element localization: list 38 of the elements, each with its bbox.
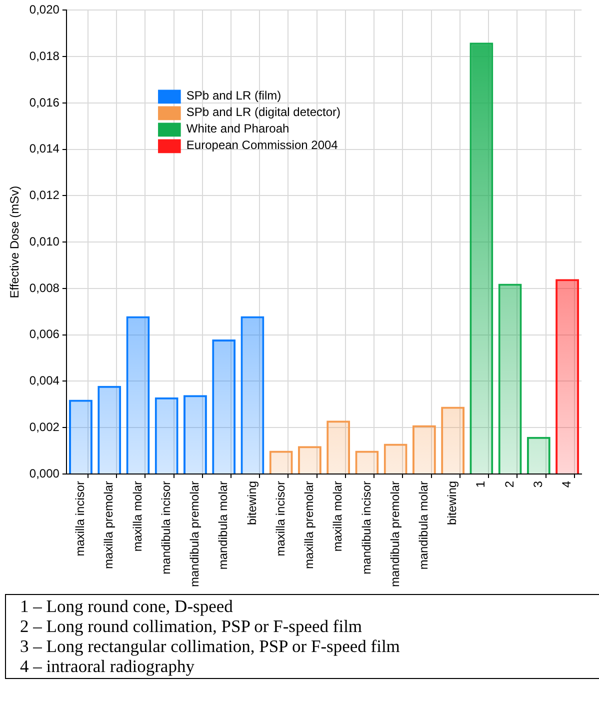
x-tick-label: bitewing (244, 480, 259, 525)
y-tick-label: 0,006 (29, 327, 60, 342)
legend-label: SPb and LR (film) (186, 88, 282, 103)
text: 1 – Long round cone, D-speed (20, 596, 234, 616)
legend-label: SPb and LR (digital detector) (186, 105, 341, 120)
x-tick-label: maxilla molar (130, 480, 144, 552)
x-tick-label: maxilla molar (330, 480, 345, 552)
x-tick-label: 3 (530, 480, 545, 488)
y-tick-label: 0,010 (29, 234, 60, 248)
y-axis-title: Effective Dose (mSv) (8, 186, 22, 298)
x-tick-label: 1 (474, 480, 488, 488)
y-tick-label: 0,004 (29, 374, 60, 388)
x-tick-label: 2 (502, 480, 516, 488)
y-tick-label: 0,000 (29, 466, 60, 480)
x-tick-label: mandibula premolar (188, 480, 202, 588)
x-tick-label: 4 (560, 480, 574, 488)
x-tick-label: maxilla premolar (302, 480, 316, 569)
y-tick-label: 0,020 (29, 2, 60, 17)
y-tick-label: 0,002 (29, 420, 60, 434)
x-tick-label: maxilla incisor (73, 480, 88, 556)
y-tick-label: 0,016 (29, 95, 60, 110)
y-tick-label: 0,018 (29, 48, 60, 63)
text: 2 – Long round collimation, PSP or F-speed film (20, 616, 364, 636)
x-tick-label: mandibula molar (416, 480, 430, 570)
x-tick-label: mandibula incisor (359, 480, 374, 574)
text: 4 – intraoral radiography (20, 656, 196, 676)
x-tick-label: mandibula molar (216, 480, 230, 570)
y-tick-label: 0,008 (29, 280, 60, 295)
x-tick-label: maxilla premolar (102, 480, 116, 569)
x-tick-label: bitewing (445, 480, 460, 525)
x-tick-label: mandibula incisor (158, 480, 173, 574)
text: 3 – Long rectangular collimation, PSP or F-speed film (20, 636, 401, 656)
x-tick-label: mandibula premolar (388, 480, 402, 588)
legend-label: European Commission 2004 (186, 138, 338, 152)
legend-label: White and Pharoah (186, 122, 290, 136)
x-tick-label: maxilla incisor (273, 480, 288, 556)
y-tick-label: 0,012 (29, 188, 60, 202)
y-tick-label: 0,014 (29, 142, 60, 156)
